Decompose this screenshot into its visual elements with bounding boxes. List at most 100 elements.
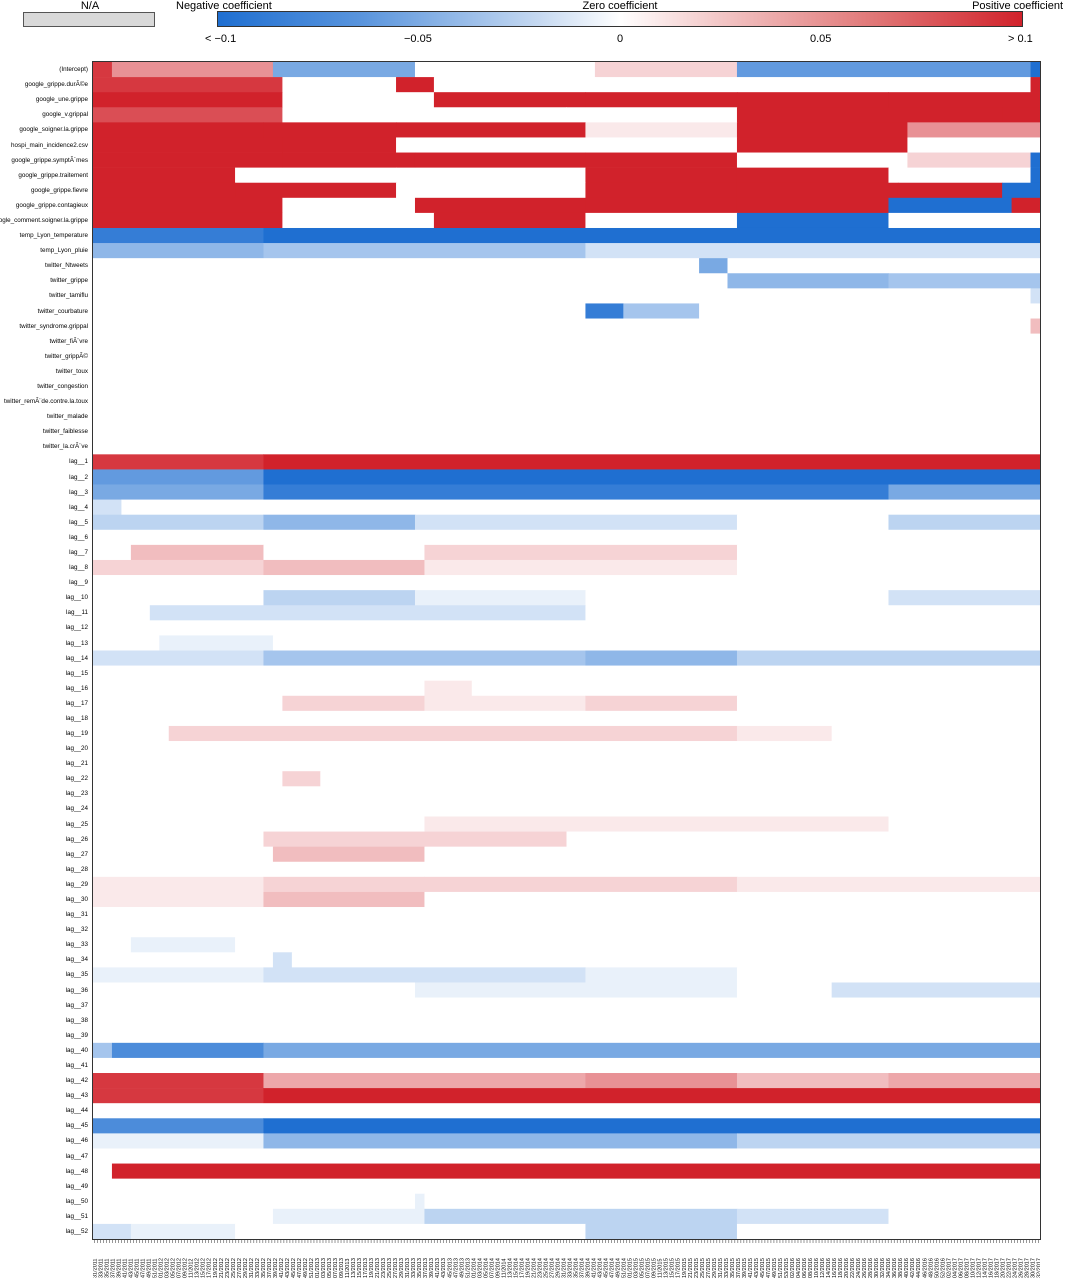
row-label: google_grippe.durÃ©e [24, 81, 88, 89]
heatmap-cell [736, 212, 889, 229]
legend-negative-label: Negative coefficient [176, 0, 272, 12]
heatmap-cell [414, 62, 596, 78]
row-label: lag__31 [65, 911, 88, 919]
x-tick-label: 47/2013 [453, 1258, 459, 1278]
x-tick-label: 37/2014 [580, 1258, 586, 1278]
x-tick-label: 10/2016 [814, 1258, 820, 1278]
x-tick-label: 03/2014 [477, 1258, 483, 1278]
heatmap-cell [93, 756, 1040, 772]
heatmap-cell [168, 725, 738, 742]
heatmap-cell [433, 212, 586, 229]
heatmap-frame [92, 61, 1041, 1240]
heatmap-cell [736, 514, 889, 531]
row-label: lag__37 [65, 1001, 88, 1009]
row-label: lag__24 [65, 805, 88, 813]
heatmap-cell [831, 725, 1040, 742]
heatmap-cell [888, 1208, 1040, 1225]
heatmap-cell [888, 167, 1032, 184]
x-tick-label: 23/2012 [225, 1258, 231, 1278]
heatmap-cell [93, 1027, 1040, 1044]
heatmap-cell [111, 1042, 264, 1059]
row-label: lag__10 [65, 594, 88, 602]
row-label: google_grippe.symptÃ´mes [11, 156, 88, 164]
heatmap-cell [263, 559, 425, 576]
x-tick-label: 19/2013 [369, 1258, 375, 1278]
x-tick-label: 04/2016 [796, 1258, 802, 1278]
row-label: lag__20 [65, 745, 88, 753]
heatmap-cell [93, 665, 1040, 681]
x-tick-label: 41/2011 [123, 1259, 129, 1278]
heatmap-cell [263, 243, 586, 259]
heatmap-cell [585, 303, 624, 319]
heatmap-cell [93, 982, 416, 998]
x-tick-label: 11/2012 [189, 1259, 195, 1278]
heatmap-cell [424, 544, 738, 561]
heatmap-cell [263, 891, 425, 908]
x-tick-label: 43/2011 [129, 1259, 135, 1278]
legend-na-swatch [23, 12, 155, 27]
heatmap-cell [736, 1073, 889, 1089]
heatmap-cell [93, 1073, 264, 1089]
heatmap-cell [736, 243, 1040, 259]
heatmap-cell [93, 273, 728, 289]
x-tick-label: 40/2016 [904, 1258, 910, 1278]
row-label: twitter_fiÃ¨vre [49, 337, 89, 345]
x-tick-label: 49/2014 [616, 1258, 622, 1278]
heatmap-cell [263, 469, 1040, 485]
heatmap-cell [424, 816, 889, 832]
row-label: lag__34 [65, 956, 88, 964]
heatmap-cell [736, 137, 908, 153]
row-label: lag__38 [65, 1016, 88, 1024]
heatmap-cell [272, 62, 416, 78]
heatmap-cell [831, 982, 1040, 998]
heatmap-cell [121, 499, 1040, 515]
heatmap-cell [1030, 167, 1040, 184]
heatmap-cell [263, 1073, 586, 1089]
heatmap-cell [585, 137, 738, 153]
heatmap-cell [888, 197, 1013, 214]
x-tick-label: 17/2014 [519, 1258, 525, 1278]
row-label: lag__39 [65, 1031, 88, 1039]
x-tick-label: 52/2016 [940, 1258, 946, 1278]
x-tick-label: 29/2012 [243, 1258, 249, 1278]
row-label: twitter_toux [55, 367, 88, 375]
x-tick-label: 29/2014 [555, 1258, 561, 1278]
x-tick-label: 05/2012 [171, 1258, 177, 1278]
heatmap-cell [736, 92, 889, 108]
row-label: google_grippe.traitement [18, 171, 88, 179]
heatmap-cell [263, 484, 889, 500]
heatmap-cell [282, 107, 416, 123]
row-label: google_grippe.fievre [30, 186, 88, 194]
x-tick-label: 13/2014 [507, 1258, 513, 1278]
heatmap-cell [414, 152, 586, 168]
x-tick-label: 15/2015 [670, 1258, 676, 1278]
heatmap-cell [727, 258, 1040, 274]
x-tick-label: 51/2015 [778, 1258, 784, 1278]
heatmap-cell [907, 152, 1032, 168]
heatmap-cell [93, 167, 236, 184]
x-tick-label: 13/2013 [351, 1258, 357, 1278]
heatmap-cell [93, 559, 264, 576]
heatmap [93, 62, 1040, 1239]
x-tick-label: 29/2013 [399, 1258, 405, 1278]
heatmap-cell [396, 122, 586, 138]
heatmap-cell [93, 937, 132, 953]
row-label: lag__47 [65, 1152, 88, 1160]
heatmap-cell [424, 1193, 1040, 1210]
heatmap-cell [93, 227, 264, 244]
row-label: twitter_malade [47, 413, 88, 421]
x-tick-label: 45/2011 [135, 1259, 141, 1278]
x-tick-label: 27/2015 [706, 1258, 712, 1278]
heatmap-cell [727, 273, 889, 289]
row-label: lag__21 [65, 760, 88, 768]
heatmap-cell [93, 967, 264, 983]
heatmap-cell [93, 122, 264, 138]
row-label: temp_Lyon_pluie [40, 247, 88, 255]
heatmap-cell [93, 454, 264, 470]
heatmap-cell [736, 559, 1040, 576]
heatmap-cell [93, 529, 1040, 546]
heatmap-cell [235, 937, 1040, 953]
x-tick-label: 28/2017 [1024, 1258, 1030, 1278]
heatmap-cell [888, 92, 1040, 108]
heatmap-cell [93, 1012, 1040, 1029]
